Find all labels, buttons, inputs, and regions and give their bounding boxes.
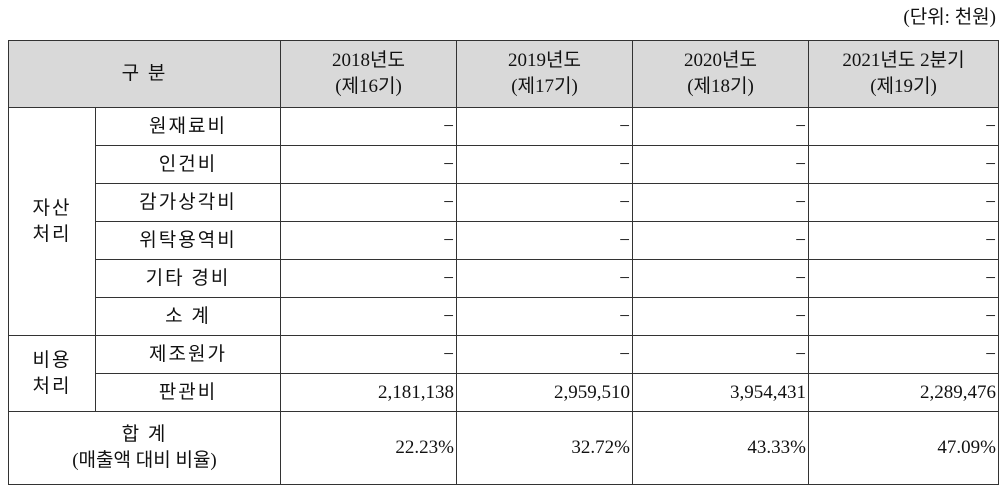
- value-cell: −: [808, 107, 999, 146]
- value-cell: −: [456, 107, 633, 146]
- value-cell: −: [280, 221, 457, 260]
- group-label-line: 비용: [32, 349, 72, 371]
- row-label: 제조원가: [95, 335, 281, 374]
- value-cell: −: [632, 259, 809, 298]
- header-year: 2021년도 2분기: [842, 50, 965, 71]
- value-cell: 2,181,138: [280, 373, 457, 412]
- header-period: (제16기): [335, 76, 402, 97]
- total-sub: (매출액 대비 비율): [72, 450, 217, 471]
- value-cell: −: [808, 259, 999, 298]
- value-cell: −: [280, 183, 457, 222]
- value-cell: −: [808, 335, 999, 374]
- value-cell: −: [632, 297, 809, 336]
- table-row: 비용 처리 제조원가 − − − −: [8, 335, 999, 412]
- table-row: 소 계 − − − −: [9, 297, 999, 336]
- group-label-line: 자산: [32, 197, 72, 219]
- table-row: 기타 경비 − − − −: [9, 259, 999, 298]
- value-cell: −: [632, 107, 809, 146]
- header-year: 2018년도: [332, 50, 405, 71]
- total-value: 43.33%: [632, 411, 809, 485]
- table-body: 자산 처리 원재료비 − − − − 인건비 − − − − 감가상각비 − − − − 위탁용역비 − − − − 기타 …: [8, 107, 999, 485]
- total-label: 합 계 (매출액 대비 비율): [8, 411, 281, 485]
- table-row: 판관비 2,181,138 2,959,510 3,954,431 2,289,476: [9, 373, 999, 412]
- value-cell: 2,289,476: [808, 373, 999, 412]
- value-cell: 2,959,510: [456, 373, 633, 412]
- row-label: 판관비: [95, 373, 281, 412]
- cost-table: 구 분 2018년도 (제16기) 2019년도 (제17기) 2020년도 (제18기)…: [8, 40, 999, 485]
- row-label: 인건비: [95, 145, 281, 184]
- value-cell: −: [456, 145, 633, 184]
- total-row: 합 계 (매출액 대비 비율) 22.23% 32.72% 43.33% 47.09%: [8, 411, 999, 485]
- header-cell: 2018년도 (제16기): [280, 40, 457, 108]
- value-cell: −: [280, 107, 457, 146]
- value-cell: −: [808, 145, 999, 184]
- table-row: 위탁용역비 − − − −: [9, 221, 999, 260]
- value-cell: −: [632, 335, 809, 374]
- value-cell: −: [456, 335, 633, 374]
- row-label: 원재료비: [95, 107, 281, 146]
- header-period: (제19기): [870, 76, 937, 97]
- value-cell: 3,954,431: [632, 373, 809, 412]
- value-cell: −: [632, 221, 809, 260]
- value-cell: −: [280, 145, 457, 184]
- header-period: (제18기): [687, 76, 754, 97]
- value-cell: −: [632, 145, 809, 184]
- row-label: 기타 경비: [95, 259, 281, 298]
- value-cell: −: [456, 221, 633, 260]
- value-cell: −: [808, 183, 999, 222]
- value-cell: −: [808, 221, 999, 260]
- value-cell: −: [280, 297, 457, 336]
- header-row: 구 분 2018년도 (제16기) 2019년도 (제17기) 2020년도 (제18기)…: [8, 40, 999, 108]
- total-value: 32.72%: [456, 411, 633, 485]
- table-row: 인건비 − − − −: [9, 145, 999, 184]
- total-value: 22.23%: [280, 411, 457, 485]
- total-value: 47.09%: [808, 411, 999, 485]
- header-period: (제17기): [511, 76, 578, 97]
- header-cell: 2021년도 2분기 (제19기): [808, 40, 999, 108]
- unit-note: (단위: 천원): [903, 7, 996, 28]
- header-year: 2020년도: [684, 50, 757, 71]
- row-label: 위탁용역비: [95, 221, 281, 260]
- table-row: 감가상각비 − − − −: [9, 183, 999, 222]
- group-label-line: 처리: [32, 223, 72, 245]
- value-cell: −: [632, 183, 809, 222]
- value-cell: −: [456, 297, 633, 336]
- row-label: 소 계: [95, 297, 281, 336]
- value-cell: −: [456, 183, 633, 222]
- group-label-line: 처리: [32, 375, 72, 397]
- header-year: 2019년도: [508, 50, 581, 71]
- total-title: 합 계: [121, 424, 168, 445]
- value-cell: −: [280, 335, 457, 374]
- value-cell: −: [456, 259, 633, 298]
- row-label: 감가상각비: [95, 183, 281, 222]
- table-row: 자산 처리 원재료비 − − − −: [8, 107, 999, 336]
- header-cell: 2020년도 (제18기): [632, 40, 809, 108]
- header-label: 구 분: [8, 40, 281, 108]
- value-cell: −: [280, 259, 457, 298]
- header-cell: 2019년도 (제17기): [456, 40, 633, 108]
- value-cell: −: [808, 297, 999, 336]
